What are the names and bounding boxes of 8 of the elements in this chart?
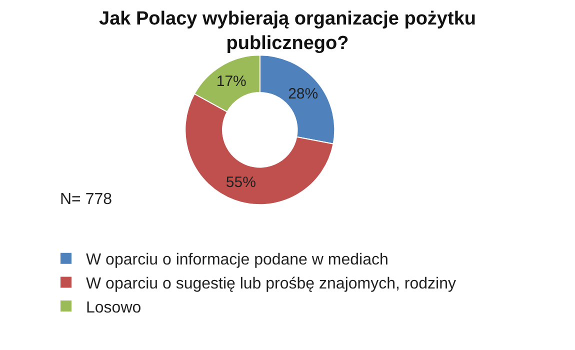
data-label: 55% bbox=[226, 174, 256, 192]
chart-title: Jak Polacy wybierają organizacje pożytku publicznego? bbox=[99, 8, 476, 54]
legend-label: W oparciu o sugestię lub prośbę znajomych, rodziny bbox=[86, 275, 456, 292]
legend-label: W oparciu o informacje podane w mediach bbox=[86, 252, 388, 269]
text: N= 778 bbox=[60, 191, 112, 208]
legend-label: Losowo bbox=[86, 299, 142, 316]
data-label: 17% bbox=[216, 73, 246, 90]
data-label: 28% bbox=[288, 86, 318, 103]
